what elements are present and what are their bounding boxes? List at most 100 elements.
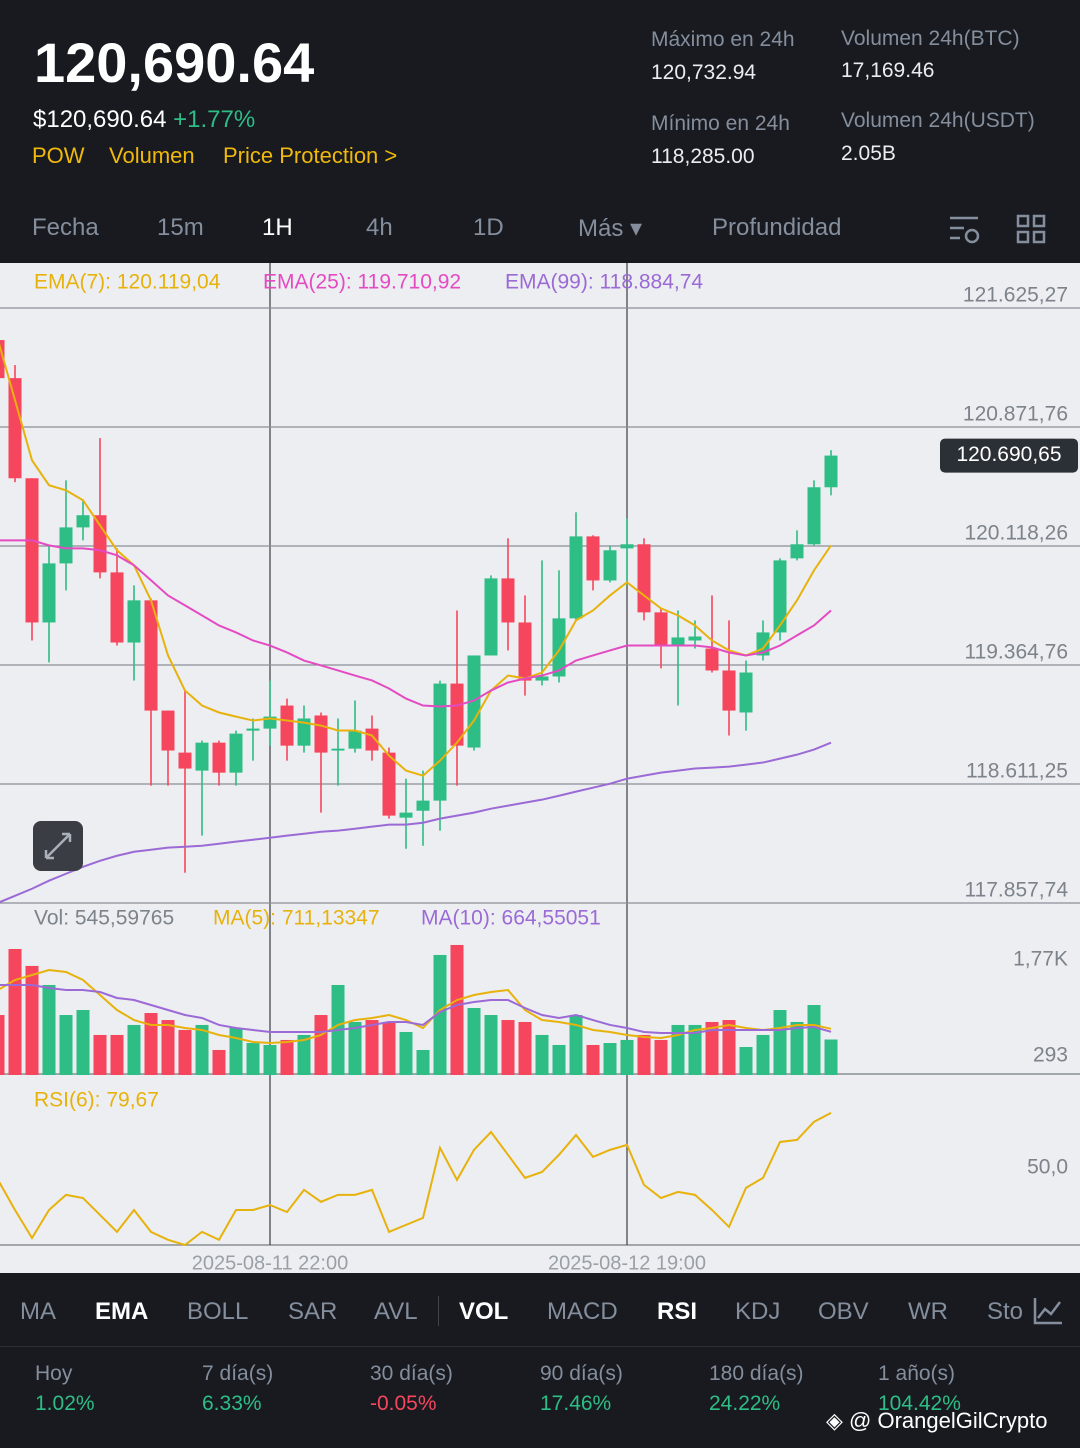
candle-body <box>484 578 498 656</box>
y-tick-label: 118.611,25 <box>966 760 1068 783</box>
volume-bar <box>552 1044 566 1075</box>
tag[interactable]: Price Protection > <box>223 143 398 168</box>
period-value: -0.05% <box>370 1392 437 1415</box>
indicator-line <box>0 1111 832 1247</box>
volume-bar <box>229 1028 243 1075</box>
volume-bar <box>195 1024 209 1075</box>
indicator-tab[interactable]: EMA <box>95 1298 149 1325</box>
chart-icon[interactable] <box>1032 1296 1064 1326</box>
indicator-tab[interactable]: AVL <box>374 1298 418 1325</box>
indicator-line <box>0 741 832 904</box>
volume-bar <box>297 1034 311 1075</box>
interval-tab[interactable]: 4h <box>366 214 393 241</box>
indicator-line <box>0 343 832 777</box>
candle-body <box>416 800 430 811</box>
stat-label: Máximo en 24h <box>651 28 795 51</box>
divider <box>0 1346 1080 1347</box>
last-price: 120,690.64 <box>34 31 315 94</box>
volume-bar <box>0 1015 5 1075</box>
indicator-tab[interactable]: BOLL <box>187 1298 249 1325</box>
period-value: 24.22% <box>709 1392 781 1415</box>
candle-body <box>586 536 600 581</box>
volume-bar <box>76 1010 90 1075</box>
y-tick-label: 1,77K <box>1013 948 1068 971</box>
volume-bar <box>790 1021 804 1075</box>
interval-tab[interactable]: 1H <box>262 214 293 241</box>
volume-bar <box>773 1010 787 1075</box>
y-tick-label: 121.625,27 <box>963 284 1068 307</box>
candle-body <box>518 622 532 681</box>
candle-body <box>229 733 243 773</box>
volume-bar <box>127 1024 141 1075</box>
period-value: 1.02% <box>35 1392 95 1415</box>
volume-bar <box>637 1034 651 1075</box>
volume-bar <box>807 1005 821 1075</box>
volume-bar <box>705 1021 719 1075</box>
volume-bar <box>8 948 22 1075</box>
candle-body <box>297 718 311 746</box>
stat-label: Volumen 24h(BTC) <box>841 27 1020 50</box>
chart-bg <box>0 263 1080 1273</box>
plot: 2025-08-11 22:00 2025-08-12 19:00 121.625,… <box>0 263 1080 1273</box>
stat-label: Volumen 24h(USDT) <box>841 109 1035 132</box>
volume-bar <box>144 1013 158 1075</box>
candle-body <box>348 730 362 749</box>
indicator-tab[interactable]: WR <box>908 1298 948 1325</box>
period-label: 90 día(s) <box>540 1362 623 1385</box>
candle-body <box>246 728 260 731</box>
indicator-tab[interactable]: OBV <box>818 1298 869 1325</box>
indicator-tab[interactable]: MACD <box>547 1298 618 1325</box>
candle-body <box>178 752 192 769</box>
period-value: 17.46% <box>540 1392 612 1415</box>
settings-icon[interactable] <box>948 214 982 246</box>
volume-bar <box>722 1020 736 1075</box>
candle-body <box>722 670 736 711</box>
watermark-logo: ◈ <box>826 1408 850 1433</box>
volume-bar <box>620 1039 634 1075</box>
candle-body <box>25 478 39 623</box>
y-tick-label: 120.118,26 <box>964 522 1068 545</box>
candle-body <box>569 536 583 619</box>
candle-body <box>127 600 141 643</box>
interval-tab[interactable]: Fecha <box>32 214 99 241</box>
volume-bar <box>178 1029 192 1075</box>
volume-bar <box>467 1008 481 1075</box>
candle-body <box>705 648 719 671</box>
candle-body <box>603 550 617 581</box>
price-tag-label: 120.690,65 <box>956 443 1061 466</box>
volume-bar <box>450 944 464 1075</box>
tag[interactable]: POW <box>32 143 85 168</box>
period-label: 180 día(s) <box>709 1362 804 1385</box>
interval-tab[interactable]: 15m <box>157 214 204 241</box>
volume-bar <box>280 1039 294 1075</box>
stat-value: 118,285.00 <box>651 145 755 168</box>
indicator-tab[interactable]: Sto <box>987 1298 1024 1325</box>
layout-icon[interactable] <box>1016 214 1046 244</box>
volume-bar <box>824 1039 838 1075</box>
candle-body <box>212 742 226 773</box>
volume-bar <box>42 984 56 1075</box>
candle-body <box>620 544 634 549</box>
candle-body <box>552 618 566 677</box>
indicator-tab[interactable]: VOL <box>459 1298 509 1325</box>
tag[interactable]: Volumen <box>109 143 195 168</box>
volume-bar <box>399 1031 413 1075</box>
indicator-tab[interactable]: MA <box>20 1298 56 1325</box>
volume-bar <box>59 1015 73 1075</box>
volume-bar <box>161 1020 175 1075</box>
volume-bar <box>535 1034 549 1075</box>
volume-bar <box>212 1049 226 1075</box>
x-tick-label: 2025-08-11 22:00 <box>192 1252 348 1273</box>
volume-bar <box>263 1044 277 1075</box>
interval-tab[interactable]: Más ▾ <box>578 215 643 242</box>
interval-tab[interactable]: 1D <box>473 214 504 241</box>
candle-body <box>535 676 549 681</box>
indicator-tab[interactable]: RSI <box>657 1298 698 1325</box>
candle-body <box>739 672 753 713</box>
interval-tab[interactable]: Profundidad <box>712 214 842 241</box>
legend-entry: MA(5): 711,13347 <box>213 907 380 930</box>
indicator-tab[interactable]: SAR <box>288 1298 338 1325</box>
indicator-tab[interactable]: KDJ <box>735 1298 781 1325</box>
stat-value: 120,732.94 <box>651 61 757 84</box>
y-tick-label: 293 <box>1033 1044 1068 1067</box>
